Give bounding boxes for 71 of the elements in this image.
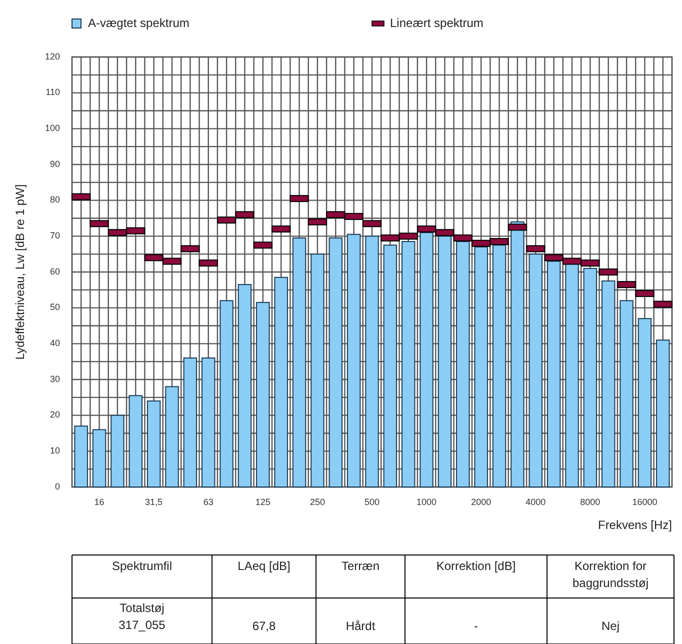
bar [220, 300, 234, 488]
x-tick-label: 250 [310, 497, 325, 507]
text: Korrektion [dB] [436, 559, 516, 573]
x-tick-label: 63 [203, 497, 214, 507]
bar [183, 358, 198, 488]
bar [92, 429, 106, 488]
bar [546, 260, 561, 488]
bar [292, 237, 306, 488]
x-tick-label: 125 [255, 497, 270, 507]
text: Spektrumfil [112, 559, 172, 573]
bar [202, 358, 216, 488]
bar [474, 246, 488, 488]
bar [565, 262, 579, 488]
y-tick-label: 10 [50, 446, 60, 456]
bar [238, 284, 252, 488]
y-tick-label: 60 [50, 266, 60, 276]
text: Nej [601, 619, 620, 633]
bar [420, 232, 434, 488]
bar [456, 241, 470, 488]
y-tick-label: 20 [50, 410, 60, 420]
legend-label: A-vægtet spektrum [88, 16, 190, 30]
bar [583, 268, 598, 488]
y-tick-label: 90 [50, 158, 60, 169]
bar [165, 386, 179, 488]
y-tick-label: 40 [50, 338, 60, 348]
y-tick-label: 30 [50, 374, 60, 384]
bar [492, 244, 506, 488]
bar [365, 236, 379, 488]
bar [256, 302, 270, 488]
text: Hårdt [346, 619, 376, 633]
bar [128, 395, 142, 488]
text: Terræn [341, 559, 380, 573]
bar [274, 276, 288, 488]
x-tick-label: 31,5 [145, 497, 163, 507]
text: Totalstøj 317_055 [118, 601, 166, 632]
y-tick-label: 70 [50, 230, 60, 241]
bar [510, 221, 524, 488]
bar [110, 414, 124, 488]
bar [528, 254, 542, 488]
bar [383, 244, 398, 488]
bar [310, 254, 324, 488]
text: Korrektion for baggrundsstøj [572, 559, 649, 590]
y-tick-label: 80 [50, 194, 60, 205]
bar [656, 340, 670, 488]
bar [74, 426, 88, 488]
y-tick-label: 120 [44, 51, 60, 62]
y-tick-label: 110 [46, 87, 60, 98]
x-tick-label: 1000 [416, 497, 437, 507]
bar [638, 318, 652, 488]
y-axis-title: Lydeffektniveau, Lw [dB re 1 pW] [13, 184, 27, 360]
x-tick-label: 8000 [580, 497, 600, 507]
bar [402, 241, 416, 488]
text: - [474, 619, 478, 633]
bar [346, 234, 361, 488]
bar [438, 236, 452, 488]
text: LAeq [dB] [238, 559, 290, 573]
text: 67,8 [252, 619, 276, 633]
x-tick-label: 16000 [632, 497, 658, 507]
bar [146, 400, 161, 488]
x-tick-label: 2000 [471, 497, 492, 507]
y-tick-label: 0 [54, 481, 60, 492]
x-tick-label: 16 [94, 497, 104, 507]
bar [620, 300, 634, 488]
x-axis-title: Frekvens [Hz] [598, 518, 672, 532]
x-tick-label: 500 [364, 497, 380, 507]
bar [602, 280, 616, 488]
legend-label: Lineært spektrum [390, 16, 484, 30]
bar [328, 237, 342, 488]
x-tick-label: 4000 [526, 497, 546, 507]
y-tick-label: 50 [50, 302, 60, 312]
y-tick-label: 100 [44, 123, 60, 134]
